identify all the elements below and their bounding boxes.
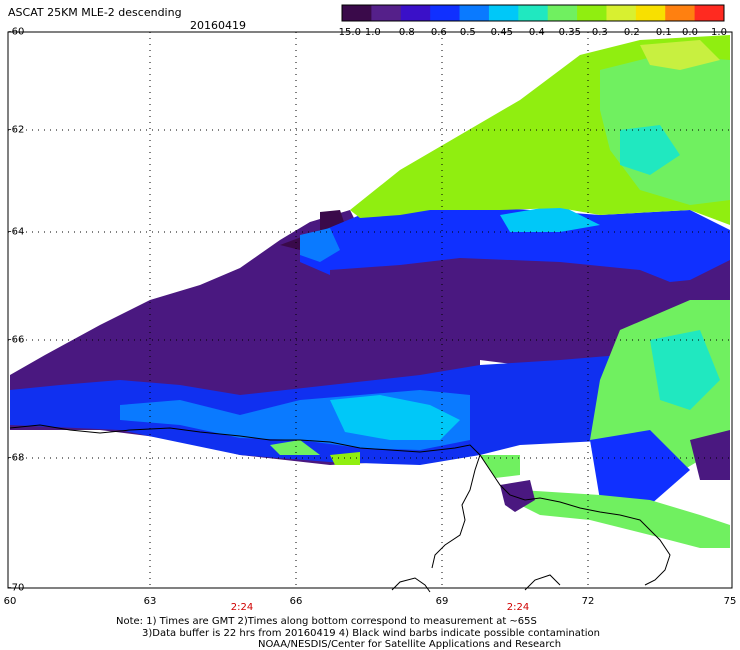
colorbar-tick-label: -0.5 xyxy=(456,27,476,38)
swath-data xyxy=(10,35,730,548)
colorbar-tick-label: 0.0 xyxy=(682,27,698,38)
colorbar-frame xyxy=(341,4,725,22)
longitude-label: 63 xyxy=(143,596,157,607)
latitude-label: -64 xyxy=(8,226,25,238)
longitude-label: 75 xyxy=(723,596,737,607)
colorbar-tick-label: -0.8 xyxy=(395,27,415,38)
colorbar-tick-label: -0.1 xyxy=(652,27,672,38)
latitude-label: -70 xyxy=(8,582,25,594)
map-title: ASCAT 25KM MLE-2 descending xyxy=(8,6,182,19)
colorbar-tick-label: -0.35 xyxy=(555,27,581,38)
longitude-label: 66 xyxy=(289,596,303,607)
colorbar-swatch xyxy=(547,5,578,21)
colorbar-swatch xyxy=(400,5,431,21)
latitude-label: -60 xyxy=(8,26,25,38)
colorbar-swatch xyxy=(430,5,461,21)
colorbar-swatch xyxy=(371,5,402,21)
colorbar-swatch xyxy=(577,5,607,21)
longitude-label: 69 xyxy=(435,596,449,607)
time-label: 2:24 xyxy=(506,602,530,613)
colorbar-tick-label: -1.0 xyxy=(361,27,381,38)
colorbar-swatch xyxy=(342,5,372,21)
colorbar-swatch xyxy=(635,5,666,21)
note-line: Note: 1) Times are GMT 2)Times along bot… xyxy=(116,616,537,627)
latitude-label: -68 xyxy=(8,452,25,464)
colorbar-tick-label: -0.45 xyxy=(487,27,513,38)
colorbar-swatch xyxy=(459,5,490,21)
colorbar-swatch xyxy=(665,5,696,21)
colorbar-swatch xyxy=(606,5,637,21)
colorbar-swatch xyxy=(694,5,725,21)
colorbar-swatch xyxy=(488,5,519,21)
plot-frame xyxy=(7,31,733,589)
time-label: 2:24 xyxy=(230,602,254,613)
note-line: 3)Data buffer is 22 hrs from 20160419 4)… xyxy=(142,628,600,639)
note-line: NOAA/NESDIS/Center for Satellite Applica… xyxy=(258,639,562,650)
colorbar-tick-label: -0.3 xyxy=(588,27,608,38)
colorbar-tick-label: -0.2 xyxy=(620,27,640,38)
colorbar xyxy=(341,4,725,22)
colorbar-tick-label: -0.6 xyxy=(427,27,447,38)
latitude-label: -66 xyxy=(8,334,25,346)
colorbar-tick-label: -15.0 xyxy=(335,27,361,38)
colorbar-tick-label: 1.0 xyxy=(711,27,727,38)
colorbar-tick-label: -0.4 xyxy=(525,27,545,38)
map-date: 20160419 xyxy=(190,19,246,32)
coastline xyxy=(9,424,621,516)
latitude-label: -62 xyxy=(8,124,25,136)
colorbar-swatch xyxy=(518,5,549,21)
longitude-label: 60 xyxy=(3,596,17,607)
longitude-label: 72 xyxy=(581,596,595,607)
